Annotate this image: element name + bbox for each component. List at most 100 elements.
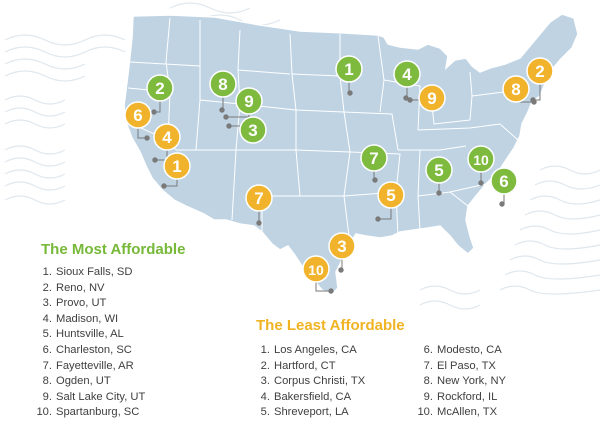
rank-number: 4.	[42, 312, 52, 325]
pin-marker	[425, 156, 453, 184]
rank-number: 8.	[42, 375, 52, 388]
city-name: Provo, UT	[56, 297, 107, 310]
pin-label: 6	[499, 172, 508, 191]
pin-anchor-dot	[407, 97, 413, 103]
least-affordable-item: 10. McAllen, TX	[416, 405, 506, 421]
most-affordable-item: 10. Spartanburg, SC	[35, 405, 145, 421]
city-name: Ogden, UT	[56, 375, 111, 388]
city-name: New York, NY	[437, 375, 507, 388]
city-name: Corpus Christi, TX	[274, 375, 366, 388]
rank-number: 9.	[42, 390, 52, 403]
pin-anchor-dot	[347, 90, 353, 96]
pin-anchor-dot	[372, 177, 378, 183]
pin-marker	[526, 57, 554, 85]
pin-label: 7	[369, 149, 378, 168]
pin-label: 4	[162, 128, 172, 147]
most-affordable-pin-6: 6	[490, 167, 518, 195]
city-name: Charleston, SC	[56, 343, 132, 356]
most-affordable-item: 1. Sioux Falls, SD	[35, 265, 145, 281]
least-affordable-pin-7: 7	[245, 184, 273, 212]
least-affordable-item: 7. El Paso, TX	[416, 359, 506, 375]
pin-anchor-dot	[144, 135, 150, 141]
rank-number: 8.	[423, 375, 433, 388]
least-affordable-item: 3. Corpus Christi, TX	[253, 374, 366, 390]
city-name: Spartanburg, SC	[56, 406, 140, 419]
most-affordable-item: 3. Provo, UT	[35, 296, 145, 312]
rank-number: 10.	[36, 406, 52, 419]
pin-label: 5	[434, 161, 443, 180]
city-name: Bakersfield, CA	[274, 390, 352, 403]
pin-marker	[418, 84, 446, 112]
most-affordable-pin-2: 2	[146, 74, 174, 102]
most-affordable-pin-3: 3	[239, 116, 267, 144]
pin-label: 5	[386, 186, 395, 205]
city-name: Rockford, IL	[437, 390, 498, 403]
pin-anchor-dot	[226, 123, 232, 129]
pin-marker	[360, 144, 388, 172]
city-name: McAllen, TX	[437, 406, 498, 419]
rank-number: 3.	[42, 297, 52, 310]
pin-label: 7	[254, 189, 263, 208]
decorative-wave-lines	[4, 2, 601, 310]
least-affordable-pin-4: 4	[153, 123, 181, 151]
pin-marker	[153, 123, 181, 151]
most-affordable-pin-9: 9	[235, 87, 263, 115]
pin-label: 10	[308, 262, 324, 278]
city-name: Madison, WI	[56, 312, 119, 325]
pin-label: 3	[337, 237, 346, 256]
rank-number: 6.	[423, 344, 433, 356]
most-affordable-item: 6. Charleston, SC	[35, 343, 145, 359]
least-affordable-pin-6: 6	[124, 101, 152, 129]
rank-number: 2.	[260, 359, 270, 372]
city-name: Huntsville, AL	[56, 328, 124, 341]
rank-number: 2.	[42, 281, 52, 294]
pin-label: 2	[155, 79, 164, 98]
city-name: Los Angeles, CA	[274, 344, 357, 356]
rank-number: 10.	[417, 406, 433, 419]
pin-anchor-dot	[375, 216, 381, 222]
most-affordable-item: 9. Salt Lake City, UT	[35, 390, 146, 406]
pin-anchor-dot	[499, 201, 505, 207]
pin-marker	[235, 87, 263, 115]
least-affordable-list-col2: 6. Modesto, CA 7. El Paso, TX 8. New York, NY…	[416, 343, 506, 421]
least-affordable-item: 5. Shreveport, LA	[253, 405, 365, 421]
pin-leader-line	[315, 282, 331, 292]
pin-marker	[245, 184, 273, 212]
pin-label: 9	[244, 92, 253, 111]
us-landmass	[123, 13, 579, 295]
pin-marker	[163, 152, 191, 180]
pin-marker	[335, 55, 363, 83]
least-affordable-pin-3: 3	[328, 232, 356, 260]
pin-leader-line	[137, 128, 147, 139]
pin-marker	[146, 74, 174, 102]
rank-number: 7.	[42, 359, 52, 372]
pin-marker	[377, 181, 405, 209]
pin-anchor-dot	[328, 288, 334, 294]
least-affordable-item: 2. Hartford, CT	[253, 359, 365, 375]
pin-marker	[502, 75, 530, 103]
city-name: Hartford, CT	[274, 359, 336, 372]
pin-label: 2	[535, 62, 544, 81]
most-affordable-item: 2. Reno, NV	[35, 281, 145, 297]
most-affordable-pin-1: 1	[335, 55, 363, 83]
pin-leaders	[137, 82, 541, 294]
pin-label: 1	[172, 157, 181, 176]
rank-number: 1.	[42, 266, 52, 278]
most-affordable-item: 5. Huntsville, AL	[35, 327, 145, 343]
least-affordable-item: 9. Rockford, IL	[416, 390, 506, 406]
pin-label: 8	[218, 75, 227, 94]
pin-marker	[124, 101, 152, 129]
pin-marker	[467, 145, 495, 173]
city-name: Reno, NV	[56, 281, 105, 294]
pin-marker	[209, 70, 237, 98]
pin-label: 10	[473, 152, 489, 168]
pin-leader-line	[164, 179, 178, 187]
most-affordable-pin-4: 4	[393, 60, 421, 88]
pin-marker	[328, 232, 356, 260]
most-affordable-pin-7: 7	[360, 144, 388, 172]
least-affordable-item: 6. Modesto, CA	[416, 343, 506, 359]
pin-anchor-dot	[151, 109, 157, 115]
most-affordable-pin-10: 10	[467, 145, 495, 173]
pin-marker	[393, 60, 421, 88]
least-affordable-pin-10: 10	[302, 255, 330, 283]
